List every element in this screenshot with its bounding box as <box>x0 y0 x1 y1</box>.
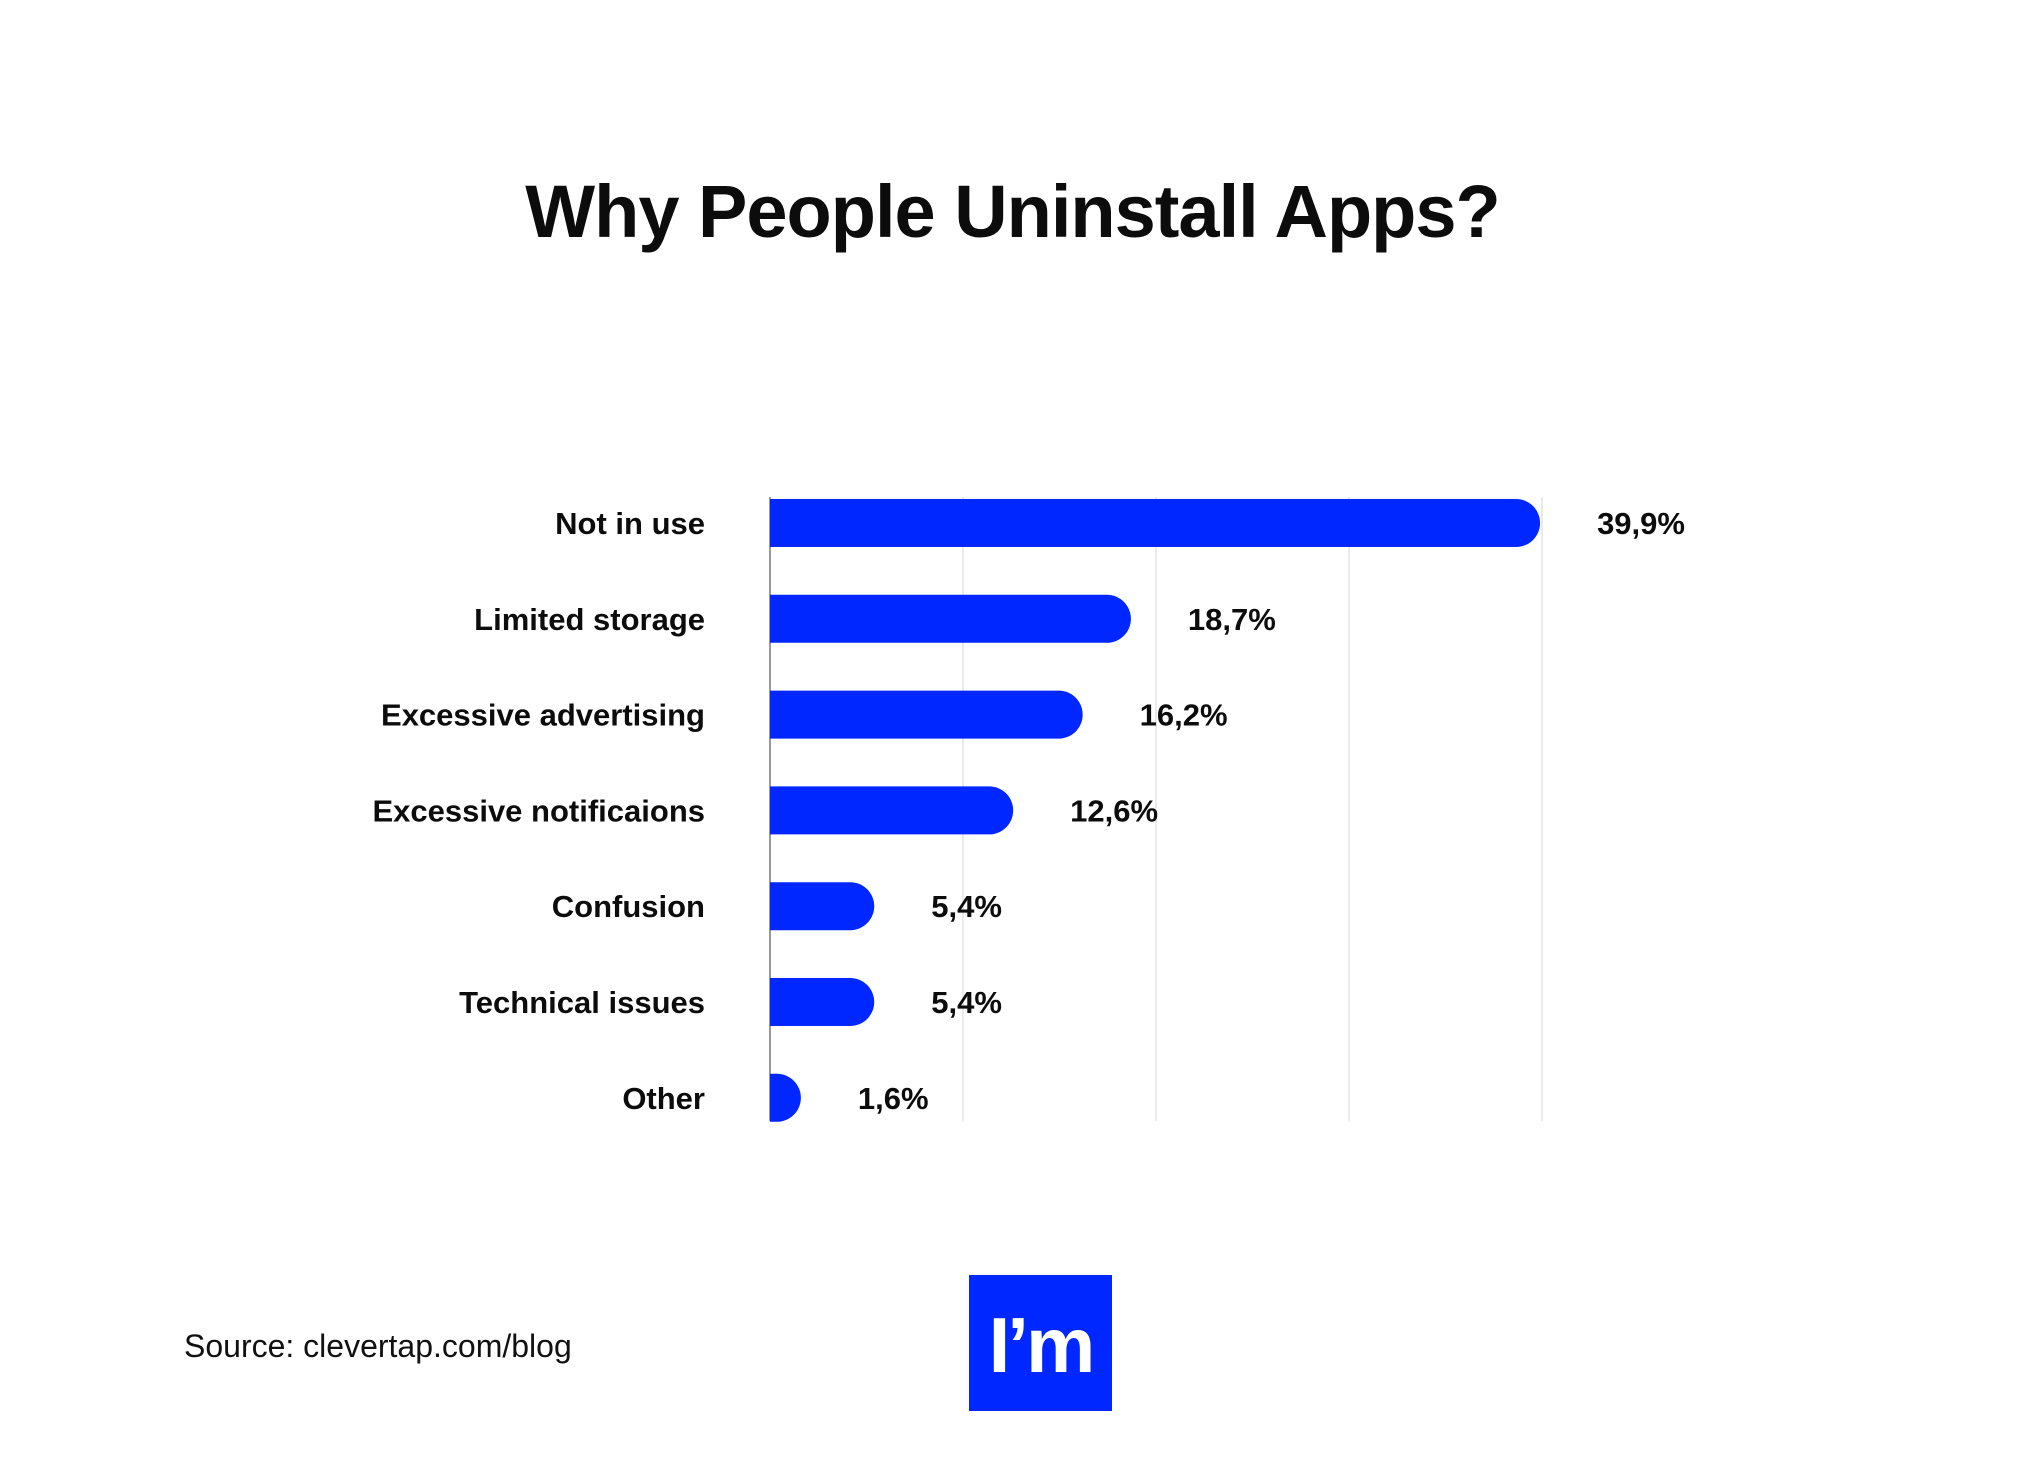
category-labels: Not in use Limited storage Excessive adver… <box>372 506 705 1116</box>
brand-logo: I’m <box>969 1275 1112 1411</box>
bars <box>770 499 1541 1122</box>
category-label: Excessive notificaions <box>372 793 705 828</box>
category-label: Not in use <box>555 506 705 541</box>
value-label: 12,6% <box>1070 793 1158 828</box>
category-label: Confusion <box>552 889 705 924</box>
value-label: 18,7% <box>1188 602 1276 637</box>
value-label: 16,2% <box>1140 698 1228 733</box>
bar <box>770 978 875 1026</box>
category-label: Limited storage <box>474 602 705 637</box>
value-label: 1,6% <box>858 1081 929 1116</box>
category-label: Excessive advertising <box>381 698 705 733</box>
value-label: 39,9% <box>1597 506 1685 541</box>
value-label: 5,4% <box>931 889 1002 924</box>
category-label: Technical issues <box>459 985 705 1020</box>
value-labels: 39,9% 18,7% 16,2% 12,6% 5,4% 5,4% 1,6% <box>858 506 1685 1116</box>
bar <box>770 690 1083 739</box>
logo-text: I’m <box>988 1301 1096 1389</box>
bar <box>770 1073 801 1122</box>
category-label: Other <box>622 1081 705 1116</box>
bar <box>770 594 1131 643</box>
bar <box>770 882 875 931</box>
bar <box>770 499 1541 547</box>
chart-title: Why People Uninstall Apps? <box>525 170 1500 253</box>
value-label: 5,4% <box>931 985 1002 1020</box>
bar <box>770 786 1014 835</box>
source-note: Source: clevertap.com/blog <box>184 1328 572 1364</box>
